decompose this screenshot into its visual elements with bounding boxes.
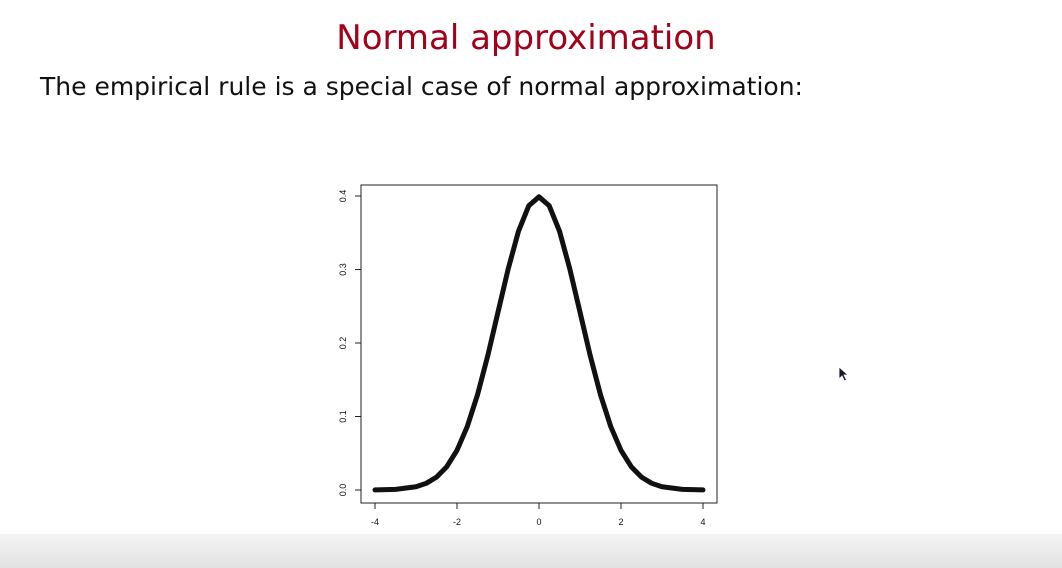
x-tick-label: -4 xyxy=(371,517,379,527)
x-tick-label: -2 xyxy=(453,517,461,527)
slide-subtitle: The empirical rule is a special case of … xyxy=(40,72,803,101)
y-tick-label: 0.4 xyxy=(338,190,348,203)
y-tick-label: 0.0 xyxy=(338,484,348,497)
y-tick-label: 0.2 xyxy=(338,337,348,350)
x-tick-label: 2 xyxy=(618,517,623,527)
plot-frame xyxy=(360,184,718,504)
y-tick-label: 0.1 xyxy=(338,410,348,423)
density-curve-line xyxy=(372,194,706,493)
y-tick-label: 0.3 xyxy=(338,263,348,276)
y-axis: 0.0 0.1 0.2 0.3 0.4 xyxy=(338,190,362,497)
bottom-bar xyxy=(0,534,1062,568)
x-tick-label: 0 xyxy=(536,517,541,527)
x-axis: -4 -2 0 2 4 xyxy=(371,502,706,527)
slide-title: Normal approximation xyxy=(336,18,716,58)
mouse-pointer-icon xyxy=(838,366,850,382)
normal-density-chart: -4 -2 0 2 4 0.0 0.1 0.2 0.3 0.4 xyxy=(338,184,718,527)
x-tick-label: 4 xyxy=(700,517,705,527)
